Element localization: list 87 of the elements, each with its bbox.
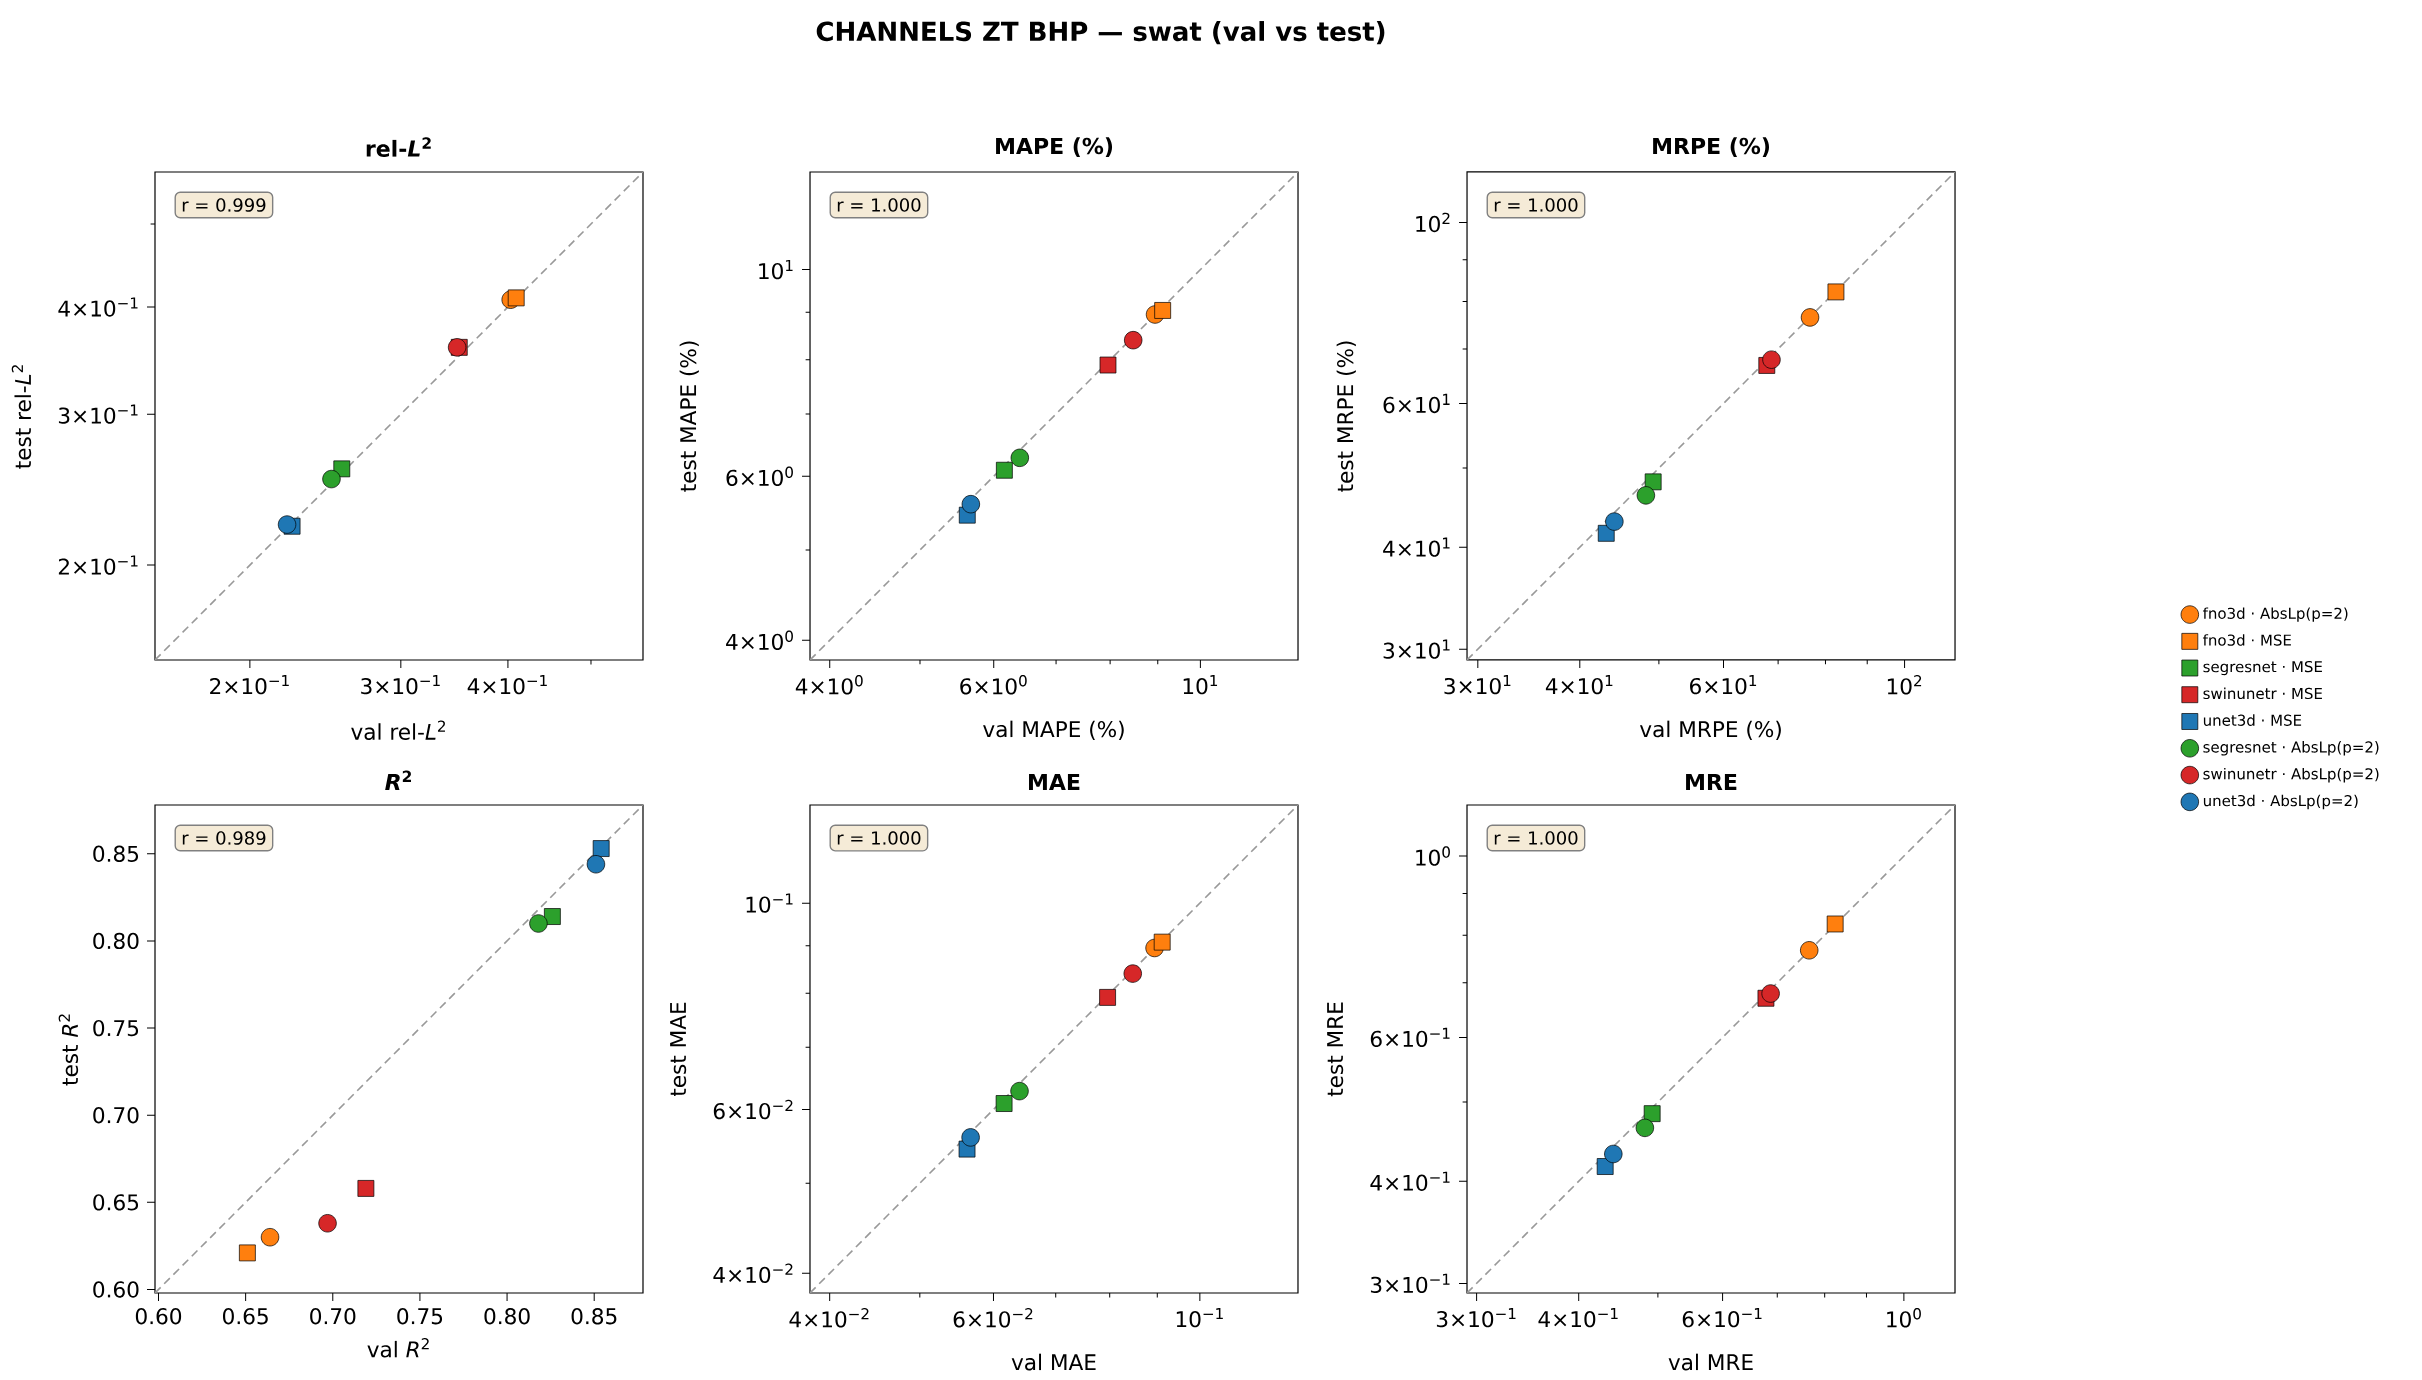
y-tick-label: 0.65 [93, 1194, 139, 1211]
chart-title: MAE [1029, 773, 1080, 790]
y-tick-label: 0.60 [93, 1281, 139, 1298]
chart-title: rel-L$^{2}$ [366, 137, 431, 157]
y-tick-label: 0.70 [93, 1107, 139, 1124]
y-axis-title: test MAE [670, 1002, 687, 1097]
x-tick-label: 4×10$^{−2}$ [789, 1308, 869, 1328]
x-tick-label: 10$^{0}$ [1887, 1308, 1921, 1328]
point [260, 1228, 280, 1247]
x-axis-title: val MAPE (%) [983, 720, 1124, 740]
y-tick-label: 4×10$^{0}$ [726, 630, 793, 651]
x-tick-label: 10$^{2}$ [1887, 675, 1922, 695]
y-tick-label: 3×10$^{1}$ [1383, 639, 1450, 659]
x-axis-title: val rel-L$^{2}$ [351, 720, 445, 740]
legend-label: swinunetr · MSE [2203, 687, 2322, 700]
x-tick-label: 0.85 [571, 1308, 617, 1325]
point [544, 908, 561, 925]
y-axis-title: test MRE [1327, 1002, 1344, 1097]
annotation: r = 0.989 [182, 831, 266, 845]
y-tick-label: 10$^{1}$ [759, 259, 793, 280]
legend-label: fno3d · MSE [2202, 634, 2291, 646]
y-tick-label: 4×10$^{1}$ [1383, 537, 1450, 557]
x-tick-label: 0.75 [397, 1308, 443, 1325]
x-tick-label: 6×10$^{0}$ [960, 675, 1027, 695]
point [592, 840, 610, 857]
text: CHANNELS ZT BHP — swat (val vs test) [816, 21, 1385, 45]
x-tick-label: 4×10$^{0}$ [795, 675, 863, 695]
y-tick-label: 0.75 [93, 1019, 139, 1037]
y-tick-label: 3×10$^{−1}$ [58, 404, 138, 424]
chart-title: MAPE (%) [996, 137, 1113, 157]
x-axis-title: val MRPE (%) [1639, 720, 1781, 740]
annotation: r = 1.000 [837, 831, 921, 845]
x-tick-label: 0.70 [310, 1308, 356, 1325]
legend-label: segresnet · AbsLp(p=2) [2203, 741, 2379, 756]
annotation: r = 1.000 [1494, 831, 1578, 845]
y-tick-label: 6×10$^{−1}$ [1370, 1027, 1450, 1048]
x-axis-title: val MRE [1668, 1353, 1753, 1371]
y-axis-title: test R$^{2}$ [58, 1014, 79, 1086]
x-tick-label: 0.80 [484, 1308, 530, 1325]
y-axis-title: test MRPE (%) [1336, 341, 1356, 492]
legend-label: fno3d · AbsLp(p=2) [2202, 607, 2348, 622]
y-tick-label: 6×10$^{0}$ [726, 466, 793, 486]
y-axis-title: test rel-L$^{2}$ [11, 365, 32, 469]
x-tick-label: 6×10$^{1}$ [1690, 675, 1757, 695]
x-tick-label: 4×10$^{1}$ [1545, 675, 1613, 695]
point [529, 914, 548, 933]
y-tick-label: 6×10$^{1}$ [1383, 393, 1450, 414]
x-tick-label: 6×10$^{−1}$ [1682, 1308, 1762, 1328]
x-tick-label: 4×10$^{−1}$ [1538, 1308, 1618, 1328]
x-tick-label: 0.65 [223, 1308, 268, 1325]
x-tick-label: 4×10$^{−1}$ [467, 675, 547, 695]
y-tick-label: 4×10$^{−2}$ [713, 1263, 793, 1284]
legend-label: segresnet · MSE [2203, 660, 2322, 676]
y-tick-label: 0.85 [93, 845, 139, 862]
y-tick-label: 6×10$^{−2}$ [713, 1099, 793, 1120]
x-tick-label: 3×10$^{−1}$ [1436, 1308, 1516, 1328]
x-tick-label: 3×10$^{1}$ [1444, 675, 1511, 695]
chart-title: MRPE (%) [1653, 137, 1770, 157]
point [357, 1180, 375, 1197]
legend-label: unet3d · AbsLp(p=2) [2203, 794, 2358, 810]
point [586, 855, 606, 874]
point [318, 1214, 337, 1233]
x-tick-label: 2×10$^{−1}$ [210, 675, 289, 695]
chart-title: R$^{2}$ [385, 770, 411, 790]
x-tick-label: 6×10$^{−2}$ [953, 1308, 1033, 1328]
y-tick-label: 3×10$^{−1}$ [1370, 1273, 1450, 1294]
y-tick-label: 10$^{0}$ [1416, 846, 1450, 866]
x-tick-label: 3×10$^{−1}$ [361, 675, 440, 695]
y-tick-label: 4×10$^{−1}$ [58, 297, 138, 317]
legend-label: unet3d · MSE [2203, 714, 2302, 726]
x-tick-label: 10$^{−1}$ [1176, 1308, 1223, 1328]
x-axis-title: val R$^{2}$ [367, 1338, 429, 1358]
x-tick-label: 10$^{1}$ [1183, 675, 1218, 695]
y-tick-label: 2×10$^{−1}$ [58, 555, 138, 575]
y-axis-title: test MAPE (%) [679, 341, 699, 492]
y-tick-label: 10$^{2}$ [1416, 212, 1450, 233]
x-tick-label: 0.60 [135, 1308, 182, 1325]
annotation: r = 1.000 [837, 198, 921, 212]
annotation: r = 1.000 [1494, 198, 1578, 212]
legend-label: swinunetr · AbsLp(p=2) [2203, 767, 2379, 783]
chart-title: MRE [1686, 773, 1737, 790]
y-tick-label: 0.80 [93, 932, 139, 950]
y-tick-label: 10$^{−1}$ [746, 893, 793, 913]
y-tick-label: 4×10$^{−1}$ [1370, 1171, 1450, 1191]
point [239, 1244, 256, 1262]
annotation: r = 0.999 [182, 198, 266, 212]
x-axis-title: val MAE [1011, 1353, 1096, 1371]
